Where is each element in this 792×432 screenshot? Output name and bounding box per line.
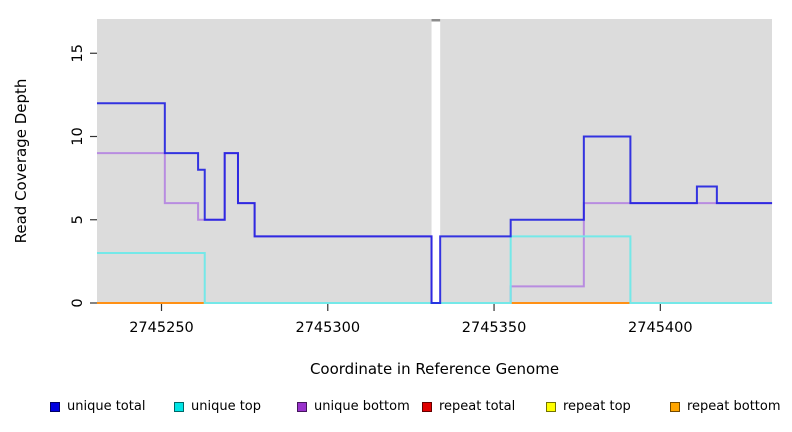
legend-label: repeat total	[439, 399, 516, 414]
legend-swatch-icon	[670, 401, 680, 412]
y-axis-title: Read Coverage Depth	[12, 78, 30, 244]
legend-swatch-icon	[422, 401, 432, 412]
y-tick-label: 10	[70, 127, 86, 145]
legend-label: unique top	[191, 399, 262, 414]
legend-label: unique total	[67, 399, 146, 414]
x-tick-label: 2745350	[462, 320, 527, 336]
legend-item-unique-total: unique total	[50, 399, 145, 414]
series-unique-top	[96, 235, 773, 304]
legend-swatch-icon	[50, 401, 60, 412]
x-tick-label: 2745400	[628, 320, 693, 336]
gap-top-cap	[431, 19, 441, 22]
legend-item-unique-top: unique top	[174, 399, 261, 414]
legend-swatch-icon	[174, 401, 184, 412]
legend-label: repeat bottom	[687, 399, 781, 414]
coverage-plot-canvas: 2745250 2745300 2745350 2745400 0 5 10 15	[70, 19, 773, 336]
x-axis-title: Coordinate in Reference Genome	[309, 360, 560, 378]
legend-item-unique-bottom: unique bottom	[297, 399, 410, 414]
x-tick-label: 2745300	[295, 320, 360, 336]
series-unique-total	[96, 102, 773, 304]
legend-swatch-icon	[546, 401, 556, 412]
legend-label: repeat top	[563, 399, 631, 414]
legend-item-repeat-top: repeat top	[546, 399, 631, 414]
y-tick-label: 5	[70, 215, 86, 224]
y-tick-label: 15	[70, 44, 86, 62]
y-tick-label: 0	[70, 298, 86, 307]
legend-item-repeat-total: repeat total	[422, 399, 515, 414]
x-tick-label: 2745250	[129, 320, 194, 336]
legend-label: unique bottom	[314, 399, 410, 414]
no-data-gap	[431, 19, 441, 304]
legend-item-repeat-bottom: repeat bottom	[670, 399, 781, 414]
legend: unique total unique top unique bottom repea…	[0, 396, 792, 424]
legend-swatch-icon	[297, 401, 307, 412]
